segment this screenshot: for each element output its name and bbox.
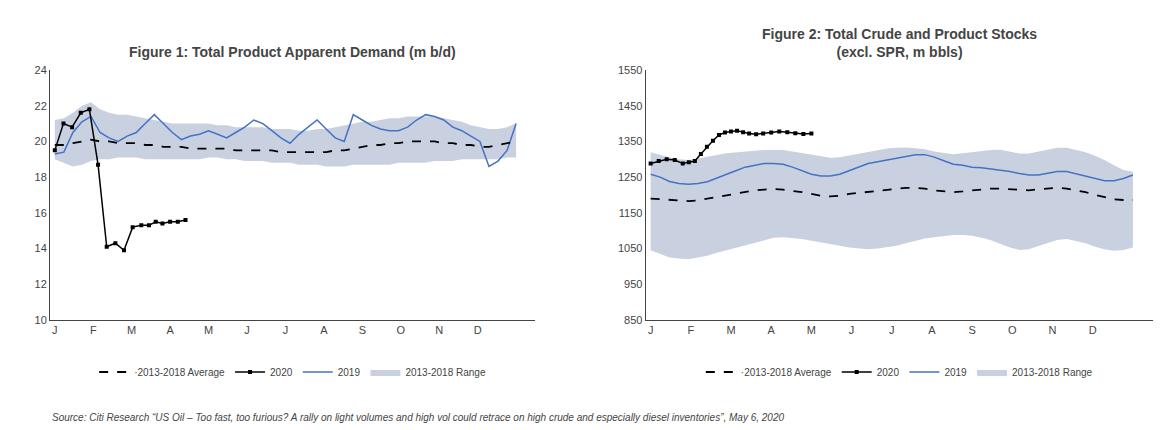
svg-text:J: J — [648, 324, 654, 336]
svg-text:A: A — [928, 324, 936, 336]
svg-text:A: A — [768, 324, 776, 336]
svg-text:·2013-2018 Average: ·2013-2018 Average — [741, 367, 832, 378]
svg-text:20: 20 — [35, 135, 47, 147]
svg-text:·2013-2018 Average: ·2013-2018 Average — [134, 367, 225, 378]
svg-text:14: 14 — [35, 242, 47, 254]
svg-text:S: S — [968, 324, 975, 336]
svg-text:O: O — [396, 324, 405, 336]
svg-text:22: 22 — [35, 100, 47, 112]
svg-text:2013-2018 Range: 2013-2018 Range — [1012, 367, 1093, 378]
svg-text:A: A — [166, 324, 174, 336]
svg-text:Figure 1: Total Product Appare: Figure 1: Total Product Apparent Demand … — [129, 44, 456, 60]
svg-text:24: 24 — [35, 64, 47, 76]
svg-text:1050: 1050 — [618, 242, 642, 254]
svg-text:N: N — [435, 324, 443, 336]
svg-text:12: 12 — [35, 278, 47, 290]
svg-text:J: J — [283, 324, 289, 336]
svg-text:J: J — [244, 324, 250, 336]
svg-text:2019: 2019 — [944, 367, 967, 378]
svg-text:950: 950 — [624, 278, 642, 290]
svg-text:850: 850 — [624, 314, 642, 326]
svg-text:1350: 1350 — [618, 135, 642, 147]
svg-text:1450: 1450 — [618, 100, 642, 112]
svg-text:A: A — [320, 324, 328, 336]
svg-text:10: 10 — [35, 314, 47, 326]
svg-text:J: J — [52, 324, 58, 336]
svg-text:Source: Citi Research “US Oil: Source: Citi Research “US Oil – Too fast… — [52, 412, 784, 423]
svg-text:M: M — [204, 324, 213, 336]
svg-text:S: S — [359, 324, 366, 336]
svg-text:Figure 2: Total Crude and Prod: Figure 2: Total Crude and Product Stocks… — [762, 26, 1037, 60]
svg-text:F: F — [90, 324, 97, 336]
svg-text:D: D — [474, 324, 482, 336]
svg-text:M: M — [127, 324, 136, 336]
svg-text:1250: 1250 — [618, 171, 642, 183]
svg-text:M: M — [726, 324, 735, 336]
svg-text:J: J — [889, 324, 895, 336]
svg-text:16: 16 — [35, 207, 47, 219]
svg-text:D: D — [1089, 324, 1097, 336]
svg-text:2013-2018 Range: 2013-2018 Range — [405, 367, 486, 378]
svg-text:2019: 2019 — [338, 367, 361, 378]
svg-text:O: O — [1008, 324, 1017, 336]
svg-text:F: F — [687, 324, 694, 336]
svg-text:2020: 2020 — [877, 367, 900, 378]
svg-text:2020: 2020 — [270, 367, 293, 378]
svg-text:J: J — [849, 324, 855, 336]
svg-text:M: M — [807, 324, 816, 336]
svg-text:18: 18 — [35, 171, 47, 183]
svg-text:N: N — [1049, 324, 1057, 336]
svg-text:1150: 1150 — [619, 207, 643, 219]
svg-text:1550: 1550 — [618, 64, 642, 76]
